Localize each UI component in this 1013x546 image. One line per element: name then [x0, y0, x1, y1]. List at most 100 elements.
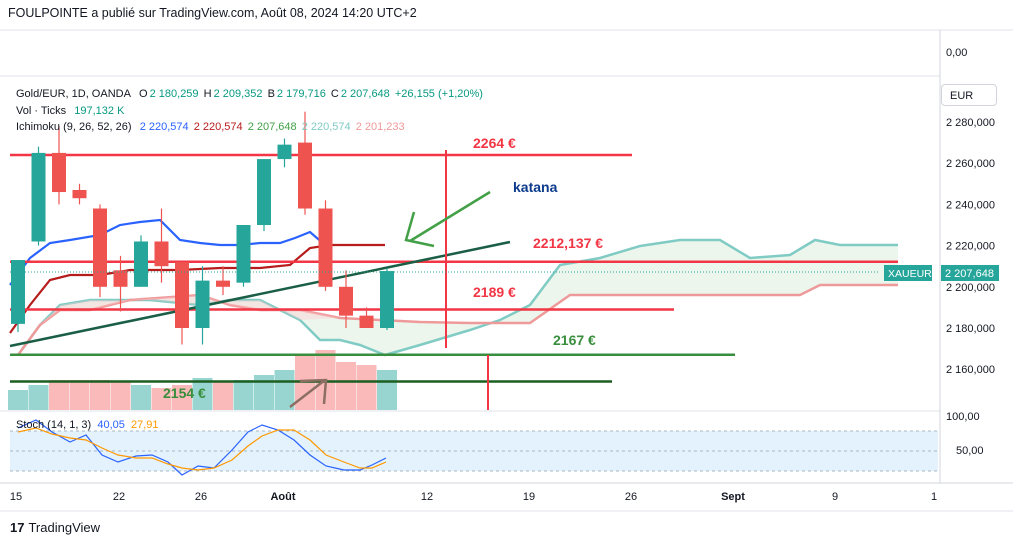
annotations: 2264 € 2212,137 € 2189 € 2167 € 2154 € katana [10, 135, 880, 408]
publisher-header: FOULPOINTE a publié sur TradingView.com,… [8, 6, 417, 20]
price-tick: 2 180,000 [946, 323, 995, 335]
volume-bar [336, 362, 356, 410]
label-2264: 2264 € [473, 135, 516, 151]
stoch-tick-100: 100,00 [946, 411, 980, 423]
price-tick: 2 160,000 [946, 364, 995, 376]
volume-bars [8, 350, 397, 410]
candle-body [318, 208, 333, 287]
candles [11, 111, 394, 345]
price-tick: 2 280,000 [946, 117, 995, 129]
volume-bar [377, 370, 397, 410]
tradingview-brand: TradingView [28, 520, 101, 535]
price-tick: 2 200,000 [946, 282, 995, 294]
last-price-bg [941, 265, 999, 281]
ichimoku-value-2: 2 220,574 [193, 121, 243, 133]
last-price-label: 2 207,648 [945, 268, 994, 280]
volume-bar [213, 382, 233, 410]
stoch-k-value: 40,05 [97, 419, 125, 431]
candle-body [257, 159, 271, 225]
tenkan-sen [9, 218, 326, 286]
stoch-k-line [17, 419, 387, 476]
time-tick: 26 [195, 491, 207, 503]
brown-arrow-line [289, 379, 326, 408]
volume-bar [90, 380, 110, 410]
label-katana: katana [513, 179, 558, 195]
candle-body [31, 152, 46, 242]
volume-bar [49, 380, 69, 410]
candle-body [134, 241, 148, 287]
label-2189: 2189 € [473, 284, 516, 300]
candle-body [359, 315, 374, 328]
volume-bar [131, 385, 151, 410]
katana-arrow-head [404, 211, 435, 248]
tradingview-logo-icon: 17 [10, 520, 25, 535]
volume-bar [233, 380, 254, 410]
candle-body [175, 262, 189, 328]
volume-bar [8, 390, 28, 410]
katana-arrow-line [409, 190, 491, 243]
volume-bar [172, 385, 192, 410]
label-2212: 2212,137 € [533, 235, 603, 251]
change-value: +26,155 (+1,20%) [394, 88, 483, 100]
price-tick: 2 260,000 [946, 158, 995, 170]
stoch-d-line [17, 427, 387, 471]
time-tick: 26 [625, 491, 637, 503]
ichimoku-label[interactable]: Ichimoku (9, 26, 52, 26) [16, 121, 132, 133]
stoch-legend: Stoch (14, 1, 3) 40,05 27,91 [16, 419, 159, 431]
candle-body [52, 152, 66, 193]
volume-bar [274, 370, 295, 410]
volume-bar [192, 378, 213, 410]
volume-bar [356, 365, 377, 410]
stoch-d-value: 27,91 [131, 419, 159, 431]
symbol-label[interactable]: Gold/EUR, 1D, OANDA [16, 88, 131, 100]
volume-bar [151, 388, 172, 410]
ichimoku-value-5: 2 201,233 [355, 121, 405, 133]
time-tick: 1 [931, 491, 937, 503]
senkou-span-b [16, 283, 898, 356]
volume-label[interactable]: Vol · Ticks [16, 104, 67, 117]
open-label: O [139, 88, 148, 100]
last-price-symbol-bg [884, 265, 932, 281]
price-tick: 2 220,000 [946, 241, 995, 253]
price-tick: 2 240,000 [946, 199, 995, 211]
candle-body [236, 225, 251, 283]
volume-bar [28, 385, 49, 410]
brown-arrow-head [299, 378, 328, 405]
trend-line [9, 240, 511, 348]
candle-body [277, 144, 292, 160]
label-2167: 2167 € [553, 332, 596, 348]
candle-body [113, 270, 128, 287]
close-label: C [330, 88, 339, 100]
close-value: 2 207,648 [340, 88, 390, 100]
legend-ichimoku-row: Ichimoku (9, 26, 52, 26) 2 220,574 2 220… [16, 119, 485, 136]
legend-volume-row: Vol · Ticks 197,132 K [16, 103, 485, 120]
ichimoku-value-3: 2 207,648 [247, 121, 297, 133]
candle-body [298, 142, 312, 209]
ichimoku-cloud [16, 238, 898, 357]
last-price-symbol: XAUEUR [888, 268, 932, 280]
low-value: 2 179,716 [276, 88, 326, 100]
time-tick: Août [270, 491, 295, 503]
open-value: 2 180,259 [149, 88, 199, 100]
time-tick: 12 [421, 491, 433, 503]
tradingview-logo[interactable]: 17 TradingView [10, 520, 100, 535]
volume-bar [69, 380, 90, 410]
high-label: H [203, 88, 212, 100]
time-tick: 22 [113, 491, 125, 503]
time-tick: Sept [721, 491, 745, 503]
time-tick: 9 [832, 491, 838, 503]
candle-body [93, 208, 107, 287]
label-2154: 2154 € [163, 385, 206, 401]
time-tick: 19 [523, 491, 535, 503]
currency-button[interactable]: EUR [941, 84, 997, 106]
ichimoku-cloud-fill [18, 240, 898, 355]
stoch-label[interactable]: Stoch (14, 1, 3) [16, 419, 92, 431]
high-value: 2 209,352 [213, 88, 263, 100]
candle-body [195, 280, 210, 328]
price-axis-top-label: 0,00 [946, 47, 967, 59]
time-axis-ticks: 15 22 26 Août 12 19 26 Sept 9 1 [10, 491, 937, 503]
low-label: B [267, 88, 275, 100]
